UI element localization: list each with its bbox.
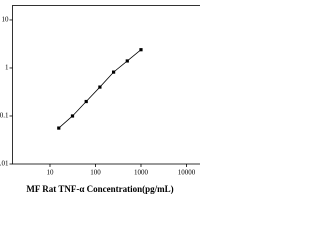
x-tick-label: 10 bbox=[46, 169, 54, 177]
x-axis-label: MF Rat TNF-α Concentration(pg/mL) bbox=[26, 184, 173, 194]
y-tick-label: 0.01 bbox=[0, 160, 9, 168]
y-tick-label: 0.1 bbox=[0, 112, 9, 120]
y-tick-label: 1 bbox=[5, 64, 9, 72]
marker bbox=[70, 114, 75, 118]
marker bbox=[125, 59, 129, 63]
chart: MF Rat TNF-α Concentration(pg/mL) 10 100 1… bbox=[0, 5, 200, 194]
x-tick-label: 100 bbox=[90, 169, 101, 177]
marker bbox=[57, 126, 61, 130]
x-tick-label: 10000 bbox=[178, 169, 196, 177]
plot-frame bbox=[12, 5, 200, 165]
marker bbox=[139, 48, 143, 52]
y-tick-label: 10 bbox=[2, 16, 10, 24]
x-tick-label: 1000 bbox=[134, 169, 149, 177]
marker bbox=[84, 99, 88, 104]
marker bbox=[98, 85, 102, 89]
marker bbox=[111, 70, 116, 74]
